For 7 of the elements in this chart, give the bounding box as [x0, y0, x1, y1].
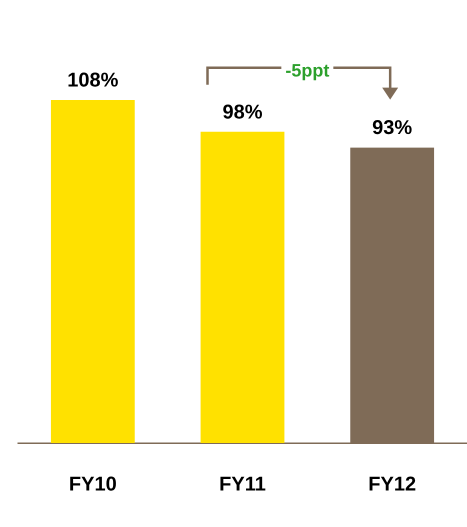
text: -5ppt	[285, 60, 330, 81]
data-label: 93%	[372, 117, 412, 140]
x-tick-label: FY11	[219, 474, 266, 496]
data-label: 98%	[222, 101, 263, 124]
x-tick-label: FY10	[68, 474, 117, 496]
data-label: 108%	[67, 70, 119, 92]
x-tick-label: FY12	[368, 474, 416, 496]
